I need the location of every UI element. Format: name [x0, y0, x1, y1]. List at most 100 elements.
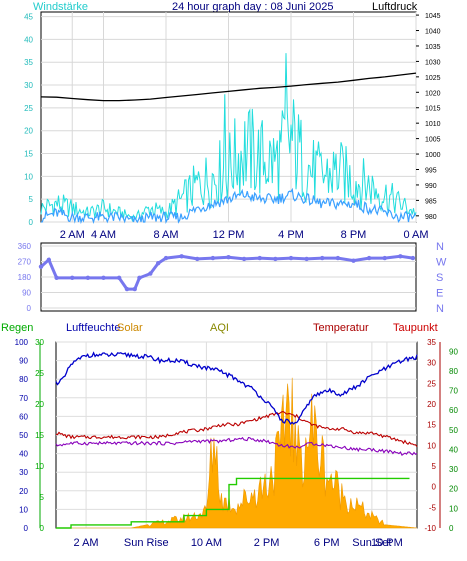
temperature-tick-label: 15	[427, 421, 436, 430]
humidity-tick-label: 100	[15, 338, 29, 347]
wind-tick-label: 25	[24, 104, 33, 113]
compass-tick-label: N	[436, 303, 444, 315]
legend-label: Taupunkt	[393, 322, 438, 334]
wind-direction-series	[38, 254, 416, 292]
humidity-tick-label: 0	[24, 524, 29, 533]
aqi-tick-label: 40	[449, 445, 458, 454]
time-tick-label: 4 AM	[91, 229, 116, 241]
pressure-tick-label: 1035	[425, 44, 441, 51]
wind-tick-label: 20	[24, 127, 33, 136]
wind-average-line	[40, 187, 417, 225]
wind-tick-label: 30	[24, 81, 33, 90]
aqi-tick-label: 90	[449, 347, 458, 356]
rain-tick-label: 0	[40, 524, 45, 533]
wind-direction-point	[54, 275, 59, 281]
legend-label: AQI	[210, 322, 229, 334]
humidity-tick-label: 70	[19, 394, 28, 403]
wind-tick-label: 0	[29, 218, 34, 227]
aqi-tick-label: 10	[449, 504, 458, 513]
wind-direction-point	[101, 275, 106, 281]
pressure-line	[40, 72, 417, 102]
time-tick-label: 8 AM	[153, 229, 178, 241]
legend-label: Luftfeuchte	[66, 322, 120, 334]
temperature-tick-label: 35	[427, 338, 436, 347]
rain-tick-label: 5	[40, 493, 45, 502]
pressure-tick-label: 1005	[425, 137, 441, 144]
legend-label: Temperatur	[313, 322, 369, 334]
wind-direction-point	[148, 271, 153, 276]
wind-tick-label: 40	[24, 35, 33, 44]
compass-tick-label: S	[436, 272, 443, 284]
pressure-tick-label: 1010	[425, 121, 441, 128]
pressure-tick-label: 980	[425, 214, 437, 221]
temperature-tick-label: 5	[432, 462, 437, 471]
time-tick-label: 8 PM	[341, 229, 367, 241]
wind-direction-point	[320, 255, 325, 261]
pressure-tick-label: 1000	[425, 152, 441, 159]
pressure-tick-label: 1045	[425, 13, 441, 20]
pressure-axis: 980 985 990 995 1000 1005 1010 1015 1020 1025 1030…	[416, 13, 441, 221]
wind-tick-label: 35	[24, 58, 33, 67]
temperature-tick-label: 0	[432, 483, 437, 492]
climate-time-label: 2 PM	[254, 537, 280, 549]
climate-axes: 0 10 20 30 40 50 60 70 80 90 100 0 5 10 15 20 25 30 -10 -5 0…	[15, 338, 459, 533]
humidity-tick-label: 20	[19, 487, 28, 496]
humidity-tick-label: 30	[19, 468, 28, 477]
temperature-tick-label: -10	[424, 524, 436, 533]
humidity-tick-label: 50	[19, 431, 28, 440]
climate-time-label: 6 PM	[314, 537, 340, 549]
direction-tick-label: 180	[18, 273, 32, 282]
header-title: 24 hour graph day : 08 Juni 2025	[172, 1, 333, 13]
pressure-tick-label: 995	[425, 168, 437, 175]
climate-time-label: 10 PM	[371, 537, 403, 549]
temperature-tick-label: 30	[427, 359, 436, 368]
aqi-tick-label: 60	[449, 406, 458, 415]
wind-direction-point	[273, 256, 278, 262]
humidity-tick-label: 60	[19, 412, 28, 421]
wind-speed-axis: 0 5 10 15 20 25 30 35 40 45	[24, 13, 33, 227]
humidity-tick-label: 90	[19, 357, 28, 366]
pressure-tick-label: 985	[425, 198, 437, 205]
climate-time-label: 10 AM	[191, 537, 222, 549]
wind-tick-label: 15	[24, 150, 33, 159]
direction-tick-label: 270	[18, 258, 32, 267]
direction-tick-label: 90	[22, 289, 31, 298]
climate-time-label: 2 AM	[74, 537, 99, 549]
pressure-tick-label: 1015	[425, 106, 441, 113]
wind-direction-point	[398, 254, 403, 259]
compass-tick-label: N	[436, 241, 444, 253]
direction-tick-label: 0	[27, 304, 32, 313]
time-tick-label: 0 AM	[403, 229, 428, 241]
legend-label: Solar	[117, 322, 143, 334]
temperature-tick-label: 10	[427, 441, 436, 450]
wind-pressure-series	[40, 53, 417, 225]
humidity-tick-label: 10	[19, 505, 28, 514]
aqi-tick-label: 80	[449, 367, 458, 376]
wind-direction-point	[351, 258, 356, 263]
temperature-tick-label: 20	[427, 400, 436, 409]
wind-direction-point	[116, 275, 122, 281]
aqi-tick-label: 30	[449, 465, 458, 474]
wind-direction-point	[124, 286, 130, 292]
temperature-tick-label: -5	[429, 503, 437, 512]
wind-gust-line	[40, 53, 417, 223]
wind-direction-point	[70, 275, 75, 281]
wind-direction-point	[335, 255, 341, 261]
direction-degree-axis: 0 90 180 270 360	[18, 242, 32, 313]
time-tick-label: 4 PM	[278, 229, 304, 241]
pressure-tick-label: 1040	[425, 29, 441, 36]
wind-direction-point	[366, 255, 372, 261]
aqi-tick-label: 70	[449, 387, 458, 396]
solar-area	[56, 377, 418, 529]
wind-tick-label: 10	[24, 172, 33, 181]
pressure-tick-label: 990	[425, 183, 437, 190]
wind-pressure-time-axis: 2 AM 4 AM 8 AM 12 PM 4 PM 8 PM 0 AM	[60, 229, 429, 241]
temperature-tick-label: 25	[427, 379, 436, 388]
aqi-tick-label: 20	[449, 485, 458, 494]
humidity-tick-label: 80	[19, 375, 28, 384]
